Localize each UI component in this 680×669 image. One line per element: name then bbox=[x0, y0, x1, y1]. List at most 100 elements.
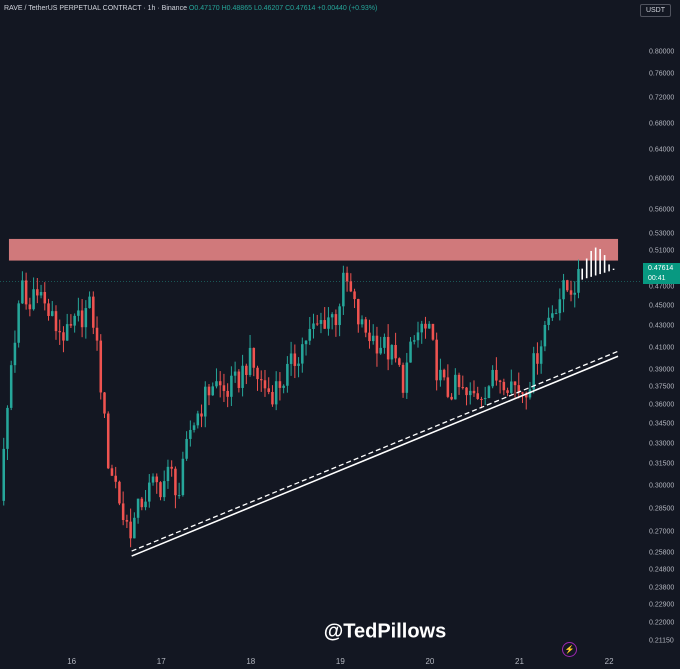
candle-body bbox=[442, 369, 446, 378]
time-tick: 19 bbox=[335, 657, 345, 666]
candle-body bbox=[121, 503, 125, 521]
candle-body bbox=[360, 319, 364, 325]
candle-body bbox=[233, 371, 237, 376]
candle-body bbox=[99, 340, 103, 393]
candle-body bbox=[133, 517, 136, 539]
candle-body bbox=[200, 413, 203, 417]
candle-body bbox=[24, 280, 28, 305]
price-tick: 0.22900 bbox=[649, 601, 675, 609]
candle-body bbox=[218, 381, 222, 386]
candle-body bbox=[43, 291, 47, 304]
candle-body bbox=[517, 385, 521, 393]
price-axis[interactable] bbox=[640, 0, 680, 669]
candle-body bbox=[95, 327, 99, 341]
price-tick: 0.47000 bbox=[649, 283, 675, 291]
price-tick: 0.76000 bbox=[649, 70, 675, 78]
candle-body bbox=[289, 353, 293, 364]
price-tick: 0.22000 bbox=[649, 619, 675, 627]
candle-body bbox=[547, 317, 550, 325]
candle-body bbox=[65, 324, 69, 341]
support-trendline[interactable] bbox=[131, 355, 619, 557]
candle-body bbox=[177, 495, 181, 497]
high-value: H0.48865 bbox=[221, 5, 252, 12]
candle-countdown: 00:41 bbox=[648, 275, 666, 282]
candle-body bbox=[577, 268, 580, 293]
candle-body bbox=[446, 377, 450, 397]
price-tick: 0.56000 bbox=[649, 206, 675, 213]
candle-body bbox=[13, 342, 17, 366]
candle-body bbox=[401, 364, 405, 393]
candle-body bbox=[39, 291, 43, 296]
candle-body bbox=[510, 381, 513, 393]
candle-body bbox=[226, 390, 229, 397]
candle-body bbox=[148, 482, 151, 502]
candle-body bbox=[483, 398, 487, 400]
price-tick: 0.45000 bbox=[649, 302, 675, 310]
candle-body bbox=[80, 310, 84, 328]
candle-body bbox=[386, 336, 390, 360]
candle-body bbox=[36, 289, 39, 296]
candle-body bbox=[136, 498, 140, 518]
candles bbox=[0, 238, 640, 548]
time-tick: 17 bbox=[156, 657, 166, 666]
candle-body bbox=[69, 324, 73, 326]
candle-body bbox=[304, 340, 308, 345]
candle-body bbox=[476, 393, 479, 399]
candle-body bbox=[189, 429, 192, 439]
candle-body bbox=[58, 331, 61, 333]
candle-body bbox=[450, 396, 453, 400]
candle-body bbox=[312, 323, 315, 329]
candle-body bbox=[487, 386, 491, 399]
candle-body bbox=[461, 387, 465, 389]
candle-body bbox=[50, 311, 54, 316]
candle-body bbox=[301, 344, 304, 364]
candle-body bbox=[353, 291, 356, 300]
candle-body bbox=[203, 386, 207, 417]
candle-body bbox=[77, 310, 80, 316]
time-tick: 16 bbox=[67, 657, 77, 666]
candle-body bbox=[211, 386, 215, 396]
candle-body bbox=[144, 501, 147, 508]
candle-body bbox=[248, 347, 252, 375]
candle-body bbox=[334, 314, 338, 326]
candle-body bbox=[543, 324, 547, 347]
price-tick: 0.30000 bbox=[649, 482, 675, 490]
candle-body bbox=[252, 347, 256, 368]
candle-body bbox=[379, 347, 382, 354]
lightning-icon[interactable]: ⚡ bbox=[562, 642, 577, 657]
symbol-label: RAVE / TetherUS PERPETUAL CONTRACT · 1h … bbox=[4, 5, 187, 12]
price-tick: 0.53000 bbox=[649, 230, 675, 238]
candle-body bbox=[256, 367, 259, 380]
candle-body bbox=[110, 468, 114, 476]
candle-body bbox=[88, 296, 91, 309]
candle-body bbox=[532, 353, 535, 390]
currency-button[interactable]: USDT bbox=[639, 4, 671, 17]
candle-body bbox=[21, 280, 24, 304]
candle-body bbox=[427, 323, 431, 329]
candle-body bbox=[435, 339, 438, 381]
watermark: @TedPillows bbox=[323, 620, 447, 643]
candle-body bbox=[502, 381, 506, 391]
candle-body bbox=[573, 292, 577, 295]
candle-body bbox=[207, 386, 211, 396]
candle-body bbox=[569, 290, 573, 295]
price-tick: 0.68000 bbox=[649, 120, 675, 128]
candle-body bbox=[278, 381, 282, 388]
time-tick: 20 bbox=[425, 657, 435, 666]
candle-body bbox=[2, 448, 6, 501]
candle-body bbox=[405, 362, 409, 393]
candle-body bbox=[62, 332, 65, 341]
candle-body bbox=[468, 390, 472, 396]
candle-body bbox=[371, 335, 375, 342]
price-tick: 0.27000 bbox=[649, 528, 675, 536]
price-tick: 0.24800 bbox=[649, 566, 675, 574]
candle-body bbox=[170, 466, 173, 469]
candle-body bbox=[349, 281, 353, 292]
support-trendline-dashed[interactable] bbox=[131, 350, 619, 552]
candle-body bbox=[222, 385, 226, 391]
price-tick: 0.72000 bbox=[649, 94, 675, 102]
candle-body bbox=[394, 344, 397, 359]
price-tick: 0.33000 bbox=[649, 440, 675, 448]
candle-body bbox=[155, 476, 159, 483]
candle-body bbox=[140, 498, 144, 508]
